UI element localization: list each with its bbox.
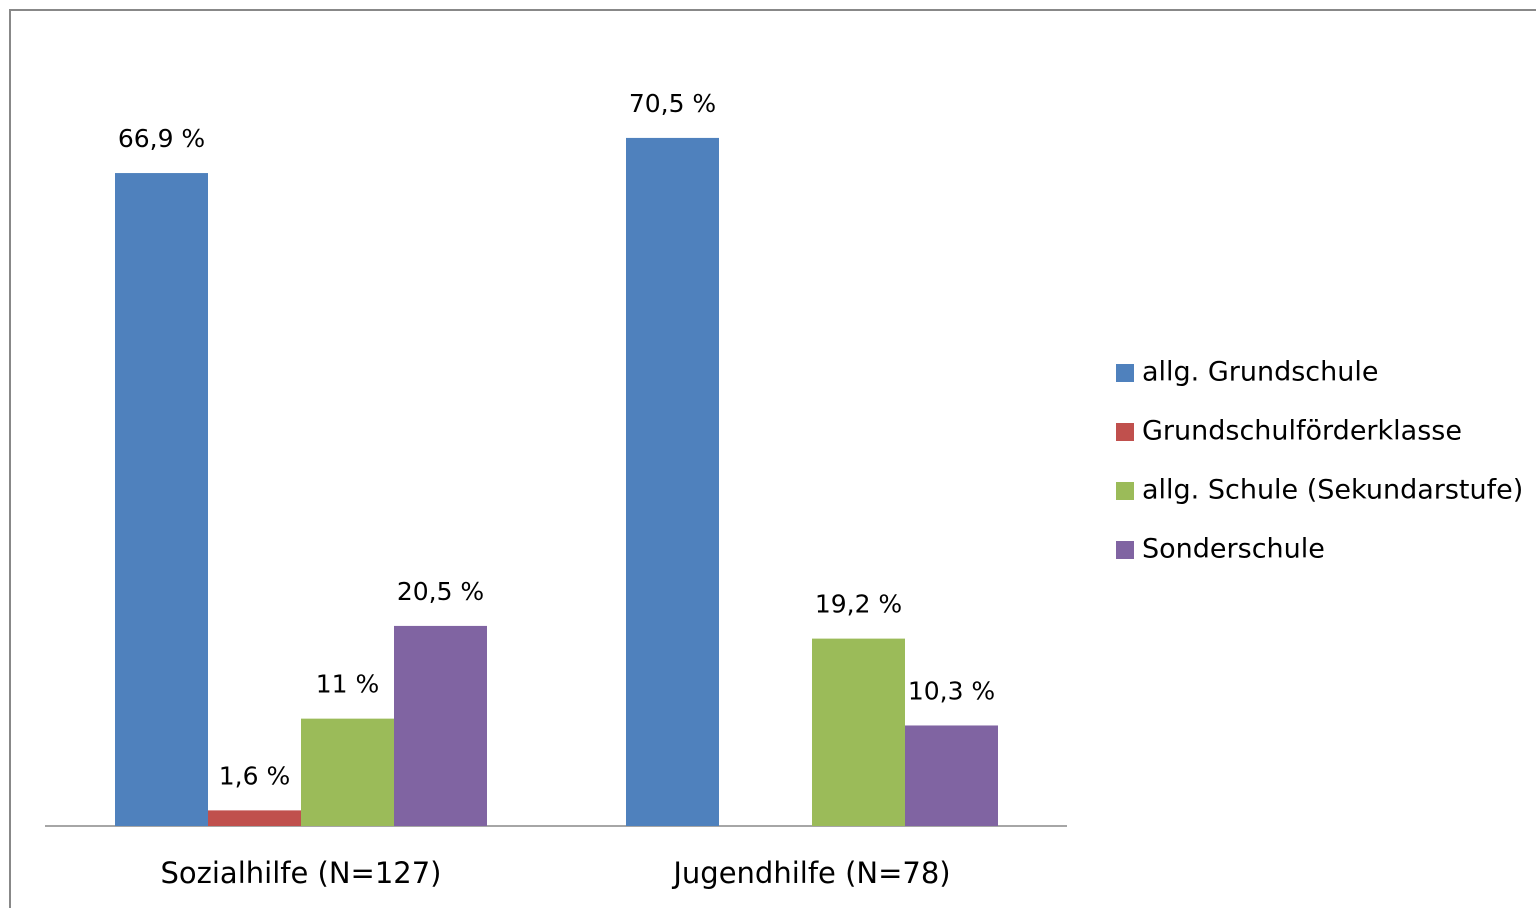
bar (115, 173, 208, 826)
legend-label: allg. Schule (Sekundarstufe) (1142, 475, 1523, 506)
legend-label: Sonderschule (1142, 534, 1325, 565)
data-label: 20,5 % (397, 577, 484, 606)
bar (626, 137, 719, 827)
bar (812, 638, 905, 826)
bar (905, 725, 998, 826)
bar (394, 625, 487, 826)
legend-label: Grundschulförderklasse (1142, 416, 1462, 447)
data-label: 66,9 % (118, 124, 205, 153)
legend-swatch (1116, 423, 1134, 441)
data-label: 70,5 % (629, 89, 716, 118)
x-tick-label: Jugendhilfe (N=78) (671, 856, 950, 890)
bar (301, 718, 394, 826)
data-label: 11 % (316, 670, 380, 699)
x-tick-label: Sozialhilfe (N=127) (161, 856, 442, 890)
legend-swatch (1116, 364, 1134, 382)
chart-frame (9, 9, 1536, 908)
legend-label: allg. Grundschule (1142, 357, 1379, 388)
data-label: 1,6 % (219, 761, 290, 790)
data-label: 10,3 % (908, 676, 995, 705)
bar (208, 810, 301, 826)
data-label: 19,2 % (815, 590, 902, 619)
legend-swatch (1116, 482, 1134, 500)
legend-swatch (1116, 541, 1134, 559)
